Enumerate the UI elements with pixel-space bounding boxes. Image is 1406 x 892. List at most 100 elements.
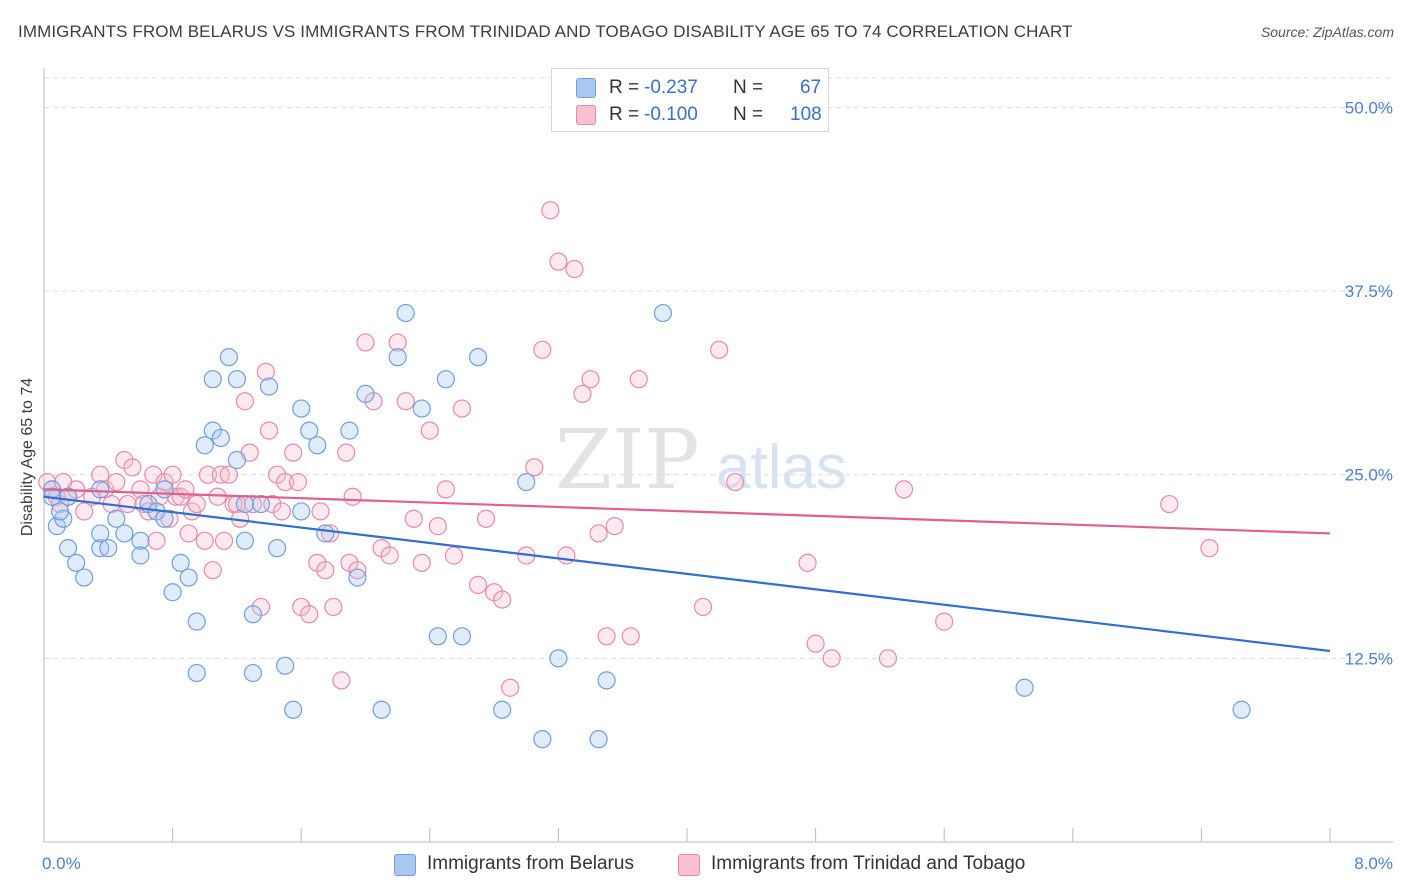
point-trinidad (710, 340, 729, 359)
legend-r-label: R = (609, 104, 640, 125)
point-trinidad (581, 370, 600, 389)
legend-n-label: N = (733, 104, 764, 125)
point-trinidad (935, 612, 954, 631)
point-trinidad (203, 561, 222, 580)
point-trinidad (726, 472, 745, 492)
point-belarus (107, 509, 126, 528)
point-belarus (468, 348, 488, 367)
point-belarus (428, 627, 447, 646)
point-trinidad (276, 472, 295, 492)
point-belarus (388, 348, 407, 367)
point-belarus (549, 649, 568, 668)
point-trinidad (388, 333, 407, 352)
point-belarus (436, 370, 455, 389)
point-trinidad (300, 605, 319, 624)
point-belarus (187, 612, 206, 631)
legend-swatch-belarus (576, 78, 596, 98)
point-trinidad (597, 627, 616, 646)
point-belarus (91, 524, 110, 543)
y-tick-label: 25.0% (1345, 466, 1393, 485)
point-trinidad (348, 561, 367, 580)
legend-r-value-trinidad: -0.100 (644, 104, 698, 125)
legend-n-label: N = (733, 77, 764, 98)
point-trinidad (565, 259, 584, 279)
point-belarus (243, 605, 263, 624)
point-trinidad (179, 524, 198, 543)
point-trinidad (1200, 539, 1219, 558)
point-belarus (517, 472, 536, 492)
point-belarus (219, 348, 238, 367)
point-trinidad (541, 201, 560, 220)
point-trinidad (629, 370, 648, 389)
point-trinidad (428, 517, 447, 536)
legend-r-value-belarus: -0.237 (644, 77, 698, 98)
x-tick-label-max: 8.0% (1354, 854, 1393, 873)
point-trinidad (316, 561, 335, 580)
point-trinidad (311, 502, 330, 521)
point-trinidad (605, 517, 624, 536)
point-belarus (179, 568, 198, 587)
point-belarus (300, 421, 319, 440)
point-trinidad (380, 546, 399, 565)
point-belarus (1232, 700, 1251, 719)
point-trinidad (219, 465, 238, 484)
point-belarus (284, 700, 303, 719)
point-trinidad (822, 649, 841, 668)
legend-n-value-belarus: 67 (800, 77, 822, 98)
point-trinidad (288, 472, 308, 492)
point-belarus (155, 480, 174, 499)
point-trinidad (894, 480, 914, 499)
point-belarus (171, 553, 190, 572)
y-tick-label: 37.5% (1345, 282, 1393, 301)
point-belarus (292, 502, 311, 521)
point-belarus (340, 421, 359, 440)
point-trinidad (332, 671, 351, 690)
point-belarus (316, 524, 335, 543)
point-belarus (452, 627, 472, 646)
point-trinidad (321, 524, 340, 543)
point-trinidad (166, 487, 185, 506)
point-belarus (235, 494, 255, 514)
source-credit: Source: ZipAtlas.com (1260, 24, 1394, 40)
point-trinidad (549, 252, 568, 271)
bottom-legend-label-trinidad: Immigrants from Trinidad and Tobago (711, 853, 1026, 874)
point-trinidad (75, 502, 94, 521)
bottom-legend-swatch-belarus (394, 854, 416, 876)
point-belarus (267, 539, 287, 558)
watermark-zip: ZIP (555, 413, 700, 508)
y-tick-label: 12.5% (1345, 649, 1393, 668)
point-belarus (259, 377, 279, 396)
point-trinidad (444, 546, 464, 565)
point-trinidad (404, 509, 423, 528)
point-trinidad (452, 399, 472, 418)
point-trinidad (396, 392, 415, 411)
point-trinidad (468, 575, 488, 594)
point-trinidad (123, 458, 142, 477)
point-belarus (372, 700, 391, 719)
point-belarus (533, 730, 552, 749)
legend-r-label: R = (609, 77, 640, 98)
point-belarus (67, 553, 86, 572)
point-trinidad (235, 392, 255, 411)
point-trinidad (259, 421, 279, 440)
point-trinidad (198, 465, 218, 484)
point-trinidad (337, 443, 356, 462)
legend-n-value-trinidad: 108 (790, 104, 822, 125)
point-trinidad (412, 553, 431, 572)
point-trinidad (525, 458, 544, 477)
bottom-legend-label-belarus: Immigrants from Belarus (427, 853, 634, 874)
point-trinidad (1160, 494, 1179, 514)
point-trinidad (272, 502, 292, 521)
trend-line-trinidad (43, 488, 1331, 535)
point-trinidad (476, 509, 496, 528)
point-belarus (308, 436, 327, 455)
chart-title: IMMIGRANTS FROM BELARUS VS IMMIGRANTS FR… (18, 22, 1073, 41)
point-trinidad (436, 480, 455, 499)
point-belarus (91, 480, 110, 499)
point-belarus (412, 399, 431, 418)
point-belarus (396, 303, 415, 323)
point-trinidad (118, 494, 137, 514)
point-belarus (589, 730, 608, 749)
x-tick-label-min: 0.0% (42, 854, 81, 873)
